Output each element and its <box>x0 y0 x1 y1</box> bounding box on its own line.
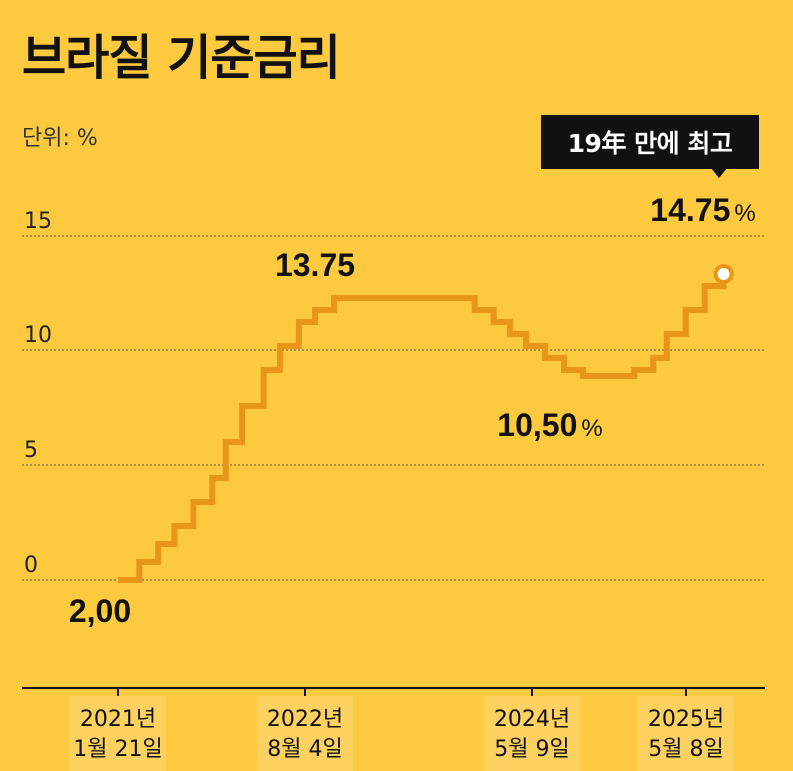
x-tick-label-year: 2021년 <box>80 707 156 732</box>
y-tick-label: 5 <box>24 438 38 463</box>
x-tick-label-year: 2022년 <box>267 707 343 732</box>
callout-pointer <box>711 168 727 178</box>
series-line <box>118 274 727 583</box>
data-label-value: 2,00 <box>69 593 131 629</box>
record-high-callout: 19年 만에 최고 <box>541 115 759 169</box>
data-label: 13.75 <box>275 247 355 283</box>
data-label-value: 13.75 <box>275 247 355 283</box>
data-label-value: 14.75 <box>650 192 730 228</box>
x-tick-label-date: 8월 4일 <box>267 737 342 762</box>
end-marker <box>713 264 734 284</box>
x-tick-label-year: 2024년 <box>494 707 570 732</box>
data-label-unit: % <box>581 415 602 442</box>
y-tick-label: 15 <box>24 209 52 234</box>
x-tick-label-bg <box>70 696 166 771</box>
data-label-value: 10,50 <box>497 407 577 443</box>
chart-title: 브라질 기준금리 <box>22 30 341 86</box>
x-tick-label-date: 1월 21일 <box>73 737 162 762</box>
x-tick-label-year: 2025년 <box>648 707 724 732</box>
y-tick-label: 0 <box>24 553 38 578</box>
y-tick-label: 10 <box>24 323 52 348</box>
x-tick-label-bg <box>257 696 353 771</box>
data-label: 10,50% <box>497 407 602 443</box>
data-label: 2,00 <box>69 593 131 629</box>
unit-label: 단위: % <box>22 126 98 151</box>
x-tick-label-date: 5월 9일 <box>494 737 569 762</box>
data-label-unit: % <box>734 200 755 227</box>
x-tick-label-date: 5월 8일 <box>648 737 723 762</box>
data-label: 14.75% <box>650 192 755 228</box>
x-tick-label-bg <box>638 696 734 771</box>
x-tick-label-bg <box>484 696 580 771</box>
